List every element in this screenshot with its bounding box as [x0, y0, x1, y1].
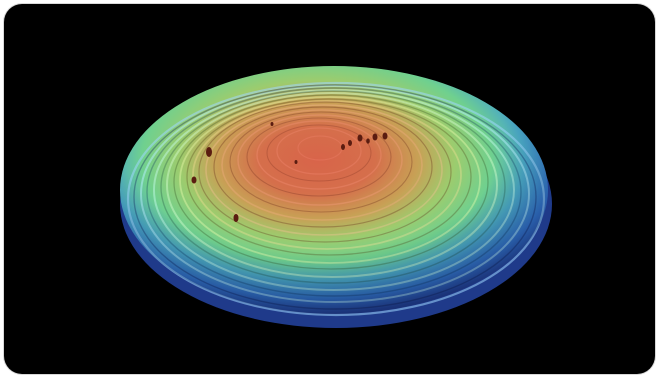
- edge-shading: [120, 66, 548, 314]
- topography-surface: [120, 66, 552, 328]
- image-frame: [4, 4, 655, 374]
